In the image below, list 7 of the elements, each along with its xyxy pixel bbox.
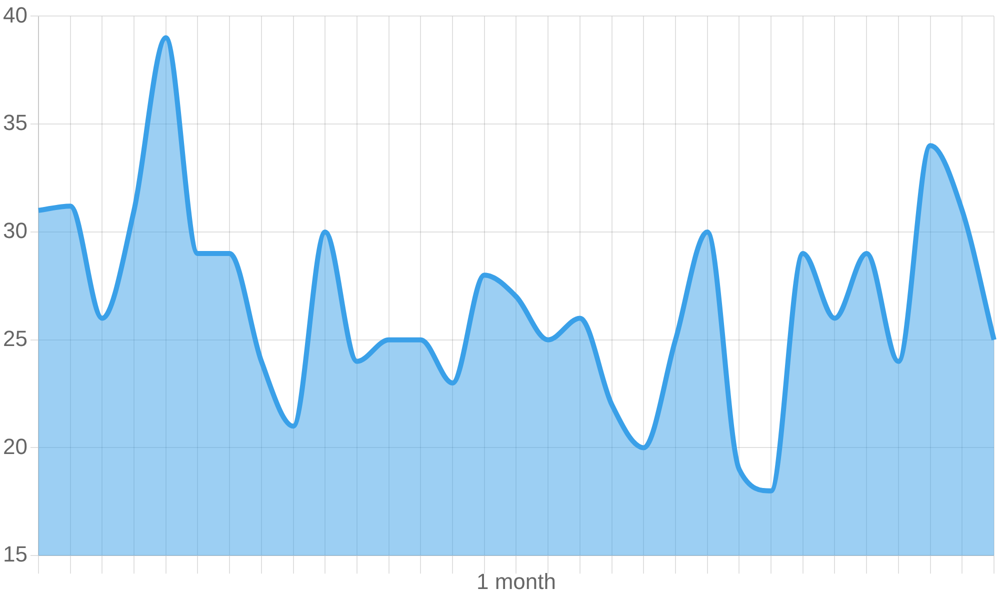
y-tick-label: 20	[2, 434, 28, 459]
y-tick-label: 35	[2, 110, 28, 136]
y-tick-label: 25	[2, 326, 28, 351]
y-tick-label: 40	[2, 2, 28, 28]
y-tick-label: 30	[2, 218, 28, 244]
x-axis-title: 1 month	[476, 568, 556, 594]
y-tick-label: 15	[2, 542, 28, 567]
